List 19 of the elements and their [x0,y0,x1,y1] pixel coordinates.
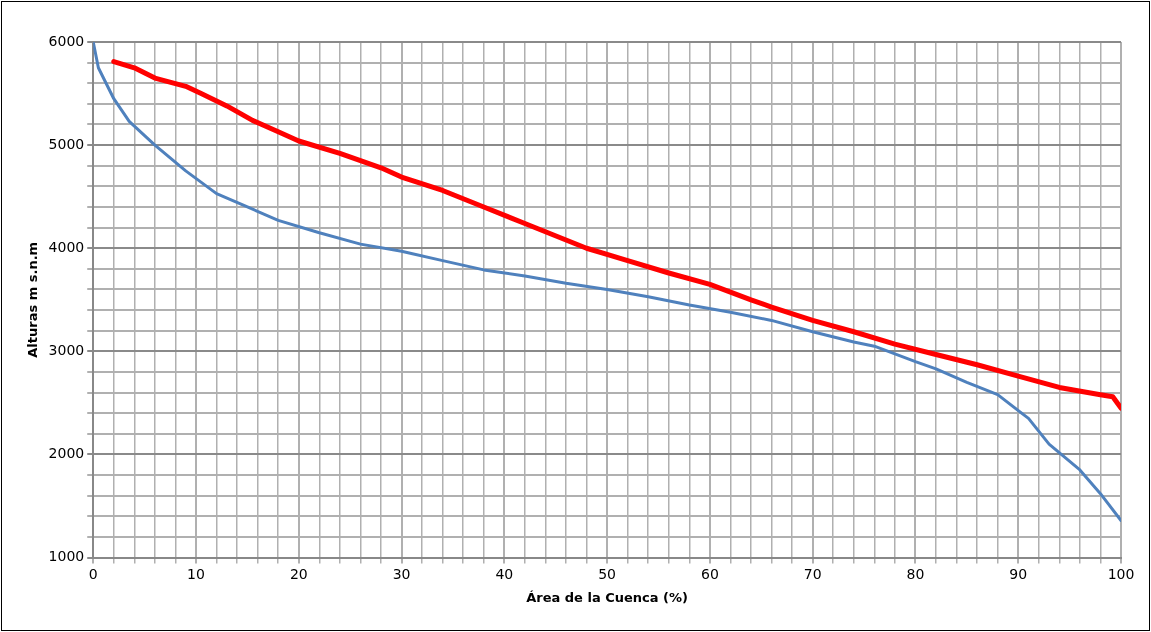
x-tick-label: 40 [495,565,514,582]
x-tick-label: 50 [598,565,617,582]
x-axis-title: Área de la Cuenca (%) [526,589,689,605]
x-tick-label: 100 [1107,565,1135,582]
x-tick-label: 30 [392,565,411,582]
x-tick-label: 0 [88,565,98,582]
y-axis-title: Alturas m s.n.m [25,241,41,358]
y-tick-label: 2000 [48,445,85,462]
x-tick-label: 90 [1009,565,1028,582]
y-tick-label: 4000 [48,238,85,255]
x-tick-label: 70 [803,565,822,582]
y-tick-label: 6000 [48,32,85,49]
x-tick-label: 10 [187,565,205,582]
y-tick-label: 5000 [48,135,85,152]
y-tick-label: 1000 [48,548,85,565]
x-tick-label: 20 [289,565,308,582]
x-tick-label: 80 [906,565,925,582]
x-tick-label: 60 [700,565,719,582]
y-tick-label: 3000 [48,342,85,358]
